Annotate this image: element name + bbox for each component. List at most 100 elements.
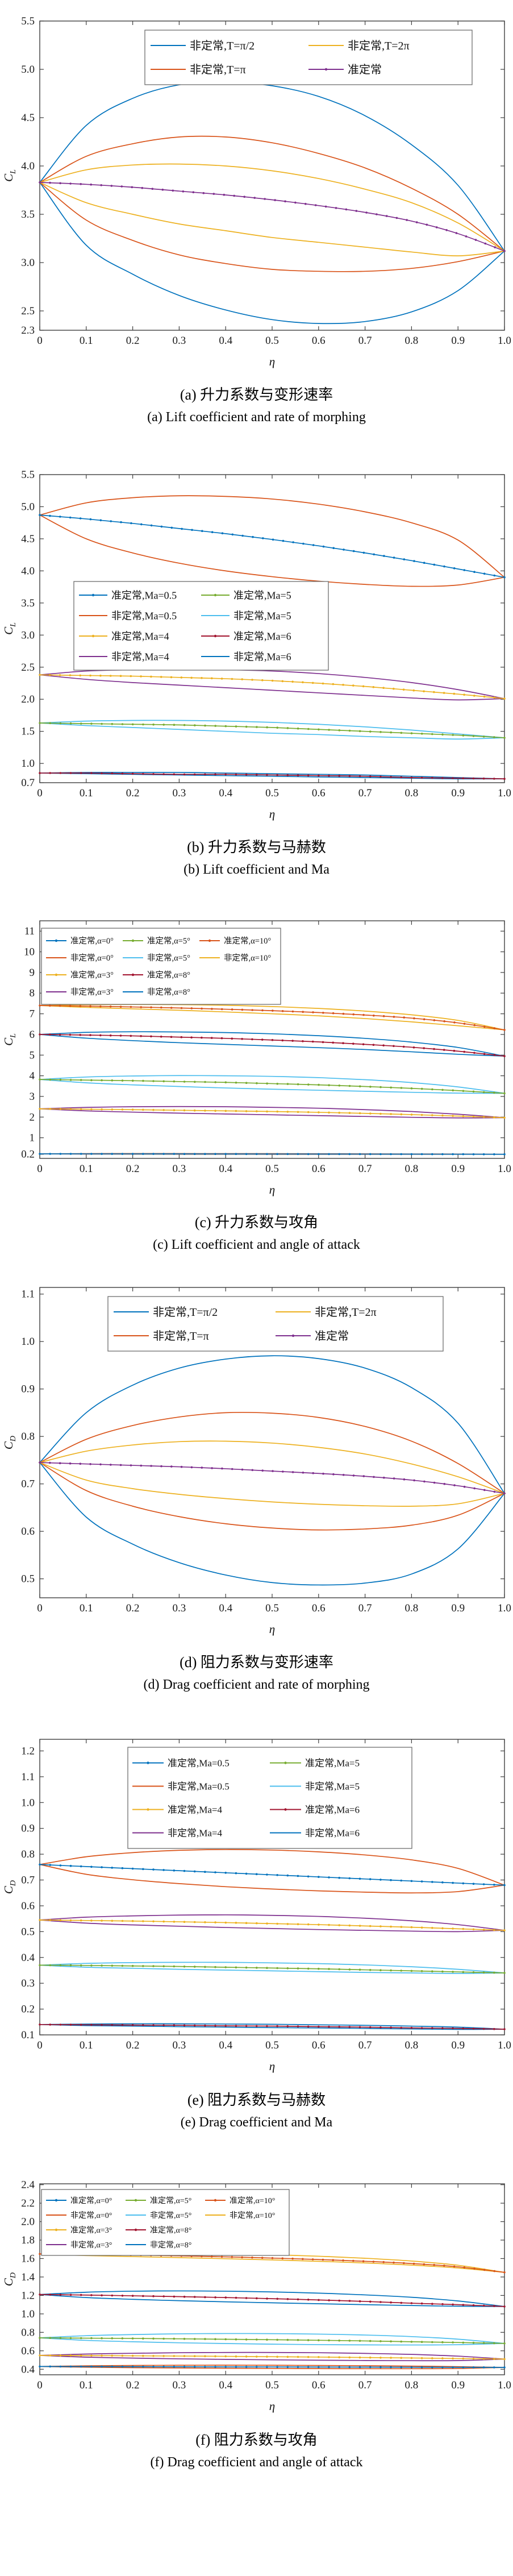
svg-text:准定常,α=3°: 准定常,α=3° [70,2226,112,2235]
chart-f-drag-vs-aoa: 0 0.1 0.2 0.3 0.4 0.5 0.6 0.7 0.8 0.9 1.0 0.4 0.6 0.8… [2,2179,511,2413]
svg-text:4.0: 4.0 [21,160,35,172]
svg-text:0.5: 0.5 [21,1573,35,1585]
svg-text:0.6: 0.6 [21,2345,35,2357]
svg-text:非定常,α=3°: 非定常,α=3° [70,987,114,997]
svg-text:1.2: 1.2 [21,2290,35,2301]
svg-text:1.0: 1.0 [498,1602,511,1614]
svg-text:准定常,α=8°: 准定常,α=8° [147,970,190,980]
svg-text:0: 0 [37,1163,43,1175]
svg-text:0.6: 0.6 [312,2379,326,2391]
svg-text:0.3: 0.3 [173,1163,186,1175]
svg-text:0.7: 0.7 [21,1875,35,1887]
svg-text:准定常,Ma=0.5: 准定常,Ma=0.5 [168,1758,230,1768]
figure-panel-b: 0 0.1 0.2 0.3 0.4 0.5 0.6 0.7 0.8 0.9 1.0 0.7 1.0 1.5… [0,455,513,878]
svg-text:3: 3 [30,1091,35,1103]
svg-text:准定常,α=10°: 准定常,α=10° [224,936,271,946]
svg-text:4.0: 4.0 [21,565,35,577]
caption-b-zh: (b) 升力系数与马赫数 [187,839,326,855]
figure-panel-f: 0 0.1 0.2 0.3 0.4 0.5 0.6 0.7 0.8 0.9 1.0 0.4 0.6 0.8… [0,2171,513,2470]
svg-text:0.4: 0.4 [21,1952,35,1964]
svg-text:0: 0 [37,335,43,347]
caption-c-en: (c) Lift coefficient and angle of attack [153,1237,360,1252]
svg-text:CD: CD [2,2272,18,2286]
svg-text:准定常,Ma=6: 准定常,Ma=6 [305,1804,360,1815]
caption-a-zh: (a) 升力系数与变形速率 [180,387,333,403]
svg-text:1.0: 1.0 [21,758,35,770]
figure-panel-a: 0 0.1 0.2 0.3 0.4 0.5 0.6 0.7 0.8 0.9 1.0 2.3 2.5 3.0… [0,0,513,425]
svg-text:0.8: 0.8 [405,1602,419,1614]
svg-text:5.0: 5.0 [21,501,35,513]
svg-text:非定常,T=π/2: 非定常,T=π/2 [190,39,255,52]
svg-text:CL: CL [2,169,18,182]
svg-text:非定常,Ma=6: 非定常,Ma=6 [233,651,291,662]
svg-text:1: 1 [30,1132,35,1144]
svg-text:0.6: 0.6 [312,1163,326,1175]
svg-text:准定常,α=10°: 准定常,α=10° [230,2196,275,2205]
svg-text:0.9: 0.9 [451,1602,465,1614]
chart-e-drag-vs-mach: 0 0.1 0.2 0.3 0.4 0.5 0.6 0.7 0.8 0.9 1.00.10.20.3… [2,1739,511,2073]
svg-text:11: 11 [24,925,35,937]
svg-text:非定常,Ma=4: 非定常,Ma=4 [111,651,169,662]
svg-text:0.5: 0.5 [265,2379,279,2391]
svg-text:CL: CL [2,622,18,635]
svg-text:0.1: 0.1 [80,2379,93,2391]
svg-text:0.8: 0.8 [21,2326,35,2338]
svg-text:0: 0 [37,2379,43,2391]
svg-text:CD: CD [2,1880,18,1894]
svg-text:准定常,Ma=5: 准定常,Ma=5 [305,1758,360,1768]
svg-text:0.7: 0.7 [358,1602,372,1614]
svg-text:2.4: 2.4 [21,2179,35,2191]
svg-text:非定常,α=5°: 非定常,α=5° [147,953,190,963]
svg-text:7: 7 [30,1008,35,1020]
svg-text:0.9: 0.9 [21,1823,35,1835]
svg-text:η: η [269,1622,275,1636]
svg-text:0.1: 0.1 [80,2039,93,2051]
svg-text:5: 5 [30,1049,35,1061]
svg-text:1.0: 1.0 [21,1336,35,1348]
chart-a-lift-vs-morphing-rate: 0 0.1 0.2 0.3 0.4 0.5 0.6 0.7 0.8 0.9 1.0 2.3 2.5 3.0… [2,15,511,368]
svg-text:0.9: 0.9 [451,335,465,347]
svg-text:0.2: 0.2 [126,1602,140,1614]
svg-text:1.0: 1.0 [498,335,511,347]
svg-text:0.9: 0.9 [451,2039,465,2051]
svg-text:10: 10 [24,946,35,958]
svg-text:η: η [269,2059,275,2073]
svg-text:0.5: 0.5 [265,1602,279,1614]
svg-text:0.1: 0.1 [80,1602,93,1614]
svg-text:2.3: 2.3 [21,325,35,336]
svg-text:1.1: 1.1 [21,1289,35,1301]
svg-text:2.2: 2.2 [21,2197,35,2209]
svg-text:0.8: 0.8 [405,2379,419,2391]
svg-text:0: 0 [37,787,43,799]
svg-text:0.3: 0.3 [173,2039,186,2051]
svg-text:准定常: 准定常 [348,63,382,76]
svg-text:0.9: 0.9 [451,787,465,799]
chart-d-drag-vs-morphing-rate: 0 0.1 0.2 0.3 0.4 0.5 0.6 0.7 0.8 0.9 1.0 0.5 0.6 0.7… [2,1287,511,1636]
svg-text:准定常,Ma=6: 准定常,Ma=6 [233,630,291,642]
svg-text:0.8: 0.8 [405,335,419,347]
caption-e-en: (e) Drag coefficient and Ma [180,2115,333,2130]
svg-text:0.5: 0.5 [265,1163,279,1175]
svg-text:0.6: 0.6 [312,335,326,347]
svg-text:0.7: 0.7 [21,777,35,789]
svg-text:准定常,Ma=4: 准定常,Ma=4 [168,1804,222,1815]
svg-text:0.8: 0.8 [405,787,419,799]
figure-panel-c: 0 0.1 0.2 0.3 0.4 0.5 0.6 0.7 0.8 0.9 1.0 0.2 1 2 3 4 5 6… [0,909,513,1253]
svg-text:0.7: 0.7 [358,787,372,799]
svg-text:0.2: 0.2 [126,2379,140,2391]
caption-f-en: (f) Drag coefficient and angle of attack [150,2455,363,2470]
svg-text:2.5: 2.5 [21,662,35,674]
svg-text:0: 0 [37,2039,43,2051]
svg-text:0.5: 0.5 [21,1926,35,1938]
svg-text:0.2: 0.2 [126,1163,140,1175]
svg-text:4.5: 4.5 [21,112,35,124]
svg-text:1.6: 1.6 [21,2253,35,2265]
svg-text:0.1: 0.1 [21,2029,35,2041]
svg-text:非定常,α=10°: 非定常,α=10° [230,2211,275,2220]
svg-text:3.0: 3.0 [21,629,35,641]
svg-text:准定常,Ma=5: 准定常,Ma=5 [233,589,291,601]
svg-text:η: η [269,807,275,821]
svg-text:0.1: 0.1 [80,335,93,347]
figure-panel-e: 0 0.1 0.2 0.3 0.4 0.5 0.6 0.7 0.8 0.9 1.0 0.1 0.2 0.3… [0,1728,513,2130]
svg-text:0.5: 0.5 [265,787,279,799]
